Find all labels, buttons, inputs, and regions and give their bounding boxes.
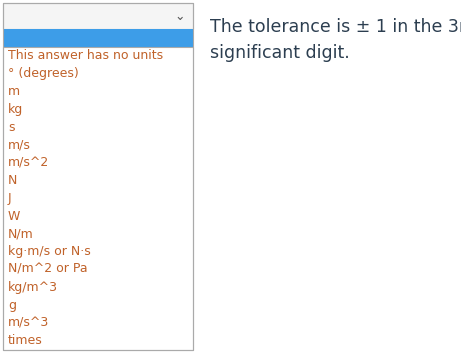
Text: ⌄: ⌄: [175, 9, 185, 23]
Text: N/m^2 or Pa: N/m^2 or Pa: [8, 263, 88, 276]
Bar: [3, 29, 193, 47]
Text: m/s^2: m/s^2: [8, 156, 49, 169]
Text: kg·m/s or N·s: kg·m/s or N·s: [8, 245, 91, 258]
Text: ° (degrees): ° (degrees): [8, 67, 79, 80]
Text: m/s^3: m/s^3: [8, 317, 49, 329]
Text: N/m: N/m: [8, 227, 34, 240]
Text: times: times: [8, 334, 43, 347]
Text: J: J: [8, 192, 12, 205]
Bar: [3, 3, 193, 29]
Text: kg: kg: [8, 103, 23, 116]
Text: N: N: [8, 174, 18, 187]
Text: significant digit.: significant digit.: [210, 44, 350, 62]
Text: This answer has no units: This answer has no units: [8, 49, 163, 62]
Bar: [3, 47, 193, 350]
Text: g: g: [8, 299, 16, 311]
Text: m: m: [8, 85, 20, 98]
Bar: [3, 3, 193, 350]
Text: kg/m^3: kg/m^3: [8, 281, 58, 294]
Text: W: W: [8, 209, 20, 223]
Text: The tolerance is ± 1 in the 3rd: The tolerance is ± 1 in the 3rd: [210, 18, 461, 36]
Text: m/s: m/s: [8, 138, 31, 151]
Text: s: s: [8, 121, 14, 134]
